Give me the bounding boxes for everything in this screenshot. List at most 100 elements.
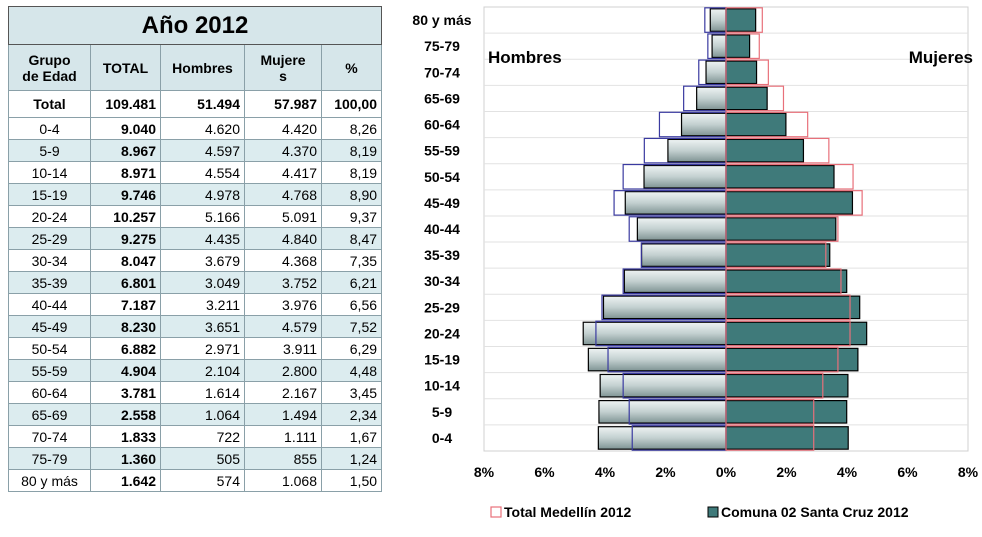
x-tick-label: 2% [655, 464, 676, 480]
cell-pct: 6,29 [320, 337, 383, 360]
total-group: Total [8, 90, 91, 118]
cell-pct: 8,19 [320, 139, 383, 162]
category-label: 15-19 [424, 352, 460, 368]
cell-total: 8.971 [90, 161, 161, 184]
category-label: 40-44 [424, 221, 460, 237]
bar-comuna-mujeres [725, 321, 868, 346]
cell-hombres: 2.971 [160, 337, 245, 360]
total-total: 109.481 [90, 90, 161, 118]
population-pyramid-chart: Hombres Mujeres Total Medellín 2012 Comu… [412, 6, 979, 520]
bar-comuna-mujeres [725, 112, 787, 137]
category-label: 5-9 [432, 404, 452, 420]
table-row: 45-49 8.230 3.651 4.579 7,52 [8, 315, 383, 338]
cell-hombres: 3.211 [160, 293, 245, 316]
cell-pct: 9,37 [320, 205, 383, 228]
bar-comuna-hombres [636, 217, 727, 241]
bar-medellin-mujeres [725, 111, 809, 138]
x-tick-label: 8% [958, 464, 979, 480]
category-label: 35-39 [424, 247, 460, 263]
cell-pct: 7,52 [320, 315, 383, 338]
cell-mujeres: 5.091 [244, 205, 322, 228]
cell-total: 4.904 [90, 359, 161, 382]
bar-medellin-mujeres [725, 372, 824, 399]
header-pct: % [320, 44, 383, 91]
legend-label-medellin: Total Medellín 2012 [504, 504, 632, 520]
header-total: TOTAL [90, 44, 161, 91]
cell-total: 2.558 [90, 403, 161, 426]
table-row: 15-19 9.746 4.978 4.768 8,90 [8, 183, 383, 206]
bar-comuna-hombres [641, 243, 727, 267]
x-tick-label: 6% [534, 464, 555, 480]
cell-group: 55-59 [8, 359, 91, 382]
x-tick-label: 2% [776, 464, 797, 480]
header-grupo: Grupo de Edad [8, 44, 91, 91]
cell-hombres: 574 [160, 469, 245, 492]
cell-group: 20-24 [8, 205, 91, 228]
cell-pct: 1,24 [320, 447, 383, 470]
cell-hombres: 3.679 [160, 249, 245, 272]
bar-medellin-mujeres [725, 216, 839, 242]
cell-pct: 7,35 [320, 249, 383, 272]
total-hombres: 51.494 [160, 90, 245, 118]
bar-medellin-mujeres [725, 163, 854, 190]
cell-pct: 1,67 [320, 425, 383, 448]
table-row: 0-4 9.040 4.620 4.420 8,26 [8, 117, 383, 140]
cell-group: 30-34 [8, 249, 91, 272]
bar-medellin-mujeres [725, 242, 827, 268]
cell-total: 3.781 [90, 381, 161, 404]
bar-comuna-hombres [602, 295, 727, 320]
cell-pct: 6,21 [320, 271, 383, 294]
cell-mujeres: 4.370 [244, 139, 322, 162]
cell-mujeres: 3.911 [244, 337, 322, 360]
cell-mujeres: 855 [244, 447, 322, 470]
table-row: 10-14 8.971 4.554 4.417 8,19 [8, 161, 383, 184]
cell-group: 65-69 [8, 403, 91, 426]
bar-medellin-mujeres [725, 59, 769, 86]
cell-group: 25-29 [8, 227, 91, 250]
bar-comuna-mujeres [725, 191, 854, 215]
cell-group: 35-39 [8, 271, 91, 294]
cell-mujeres: 3.976 [244, 293, 322, 316]
bar-comuna-mujeres [725, 269, 848, 294]
category-label: 30-34 [424, 273, 460, 289]
table-row: 25-29 9.275 4.435 4.840 8,47 [8, 227, 383, 250]
bar-comuna-mujeres [725, 86, 768, 111]
cell-total: 10.257 [90, 205, 161, 228]
cell-pct: 8,90 [320, 183, 383, 206]
bar-comuna-mujeres [725, 8, 757, 32]
bar-medellin-mujeres [725, 190, 863, 216]
cell-total: 1.360 [90, 447, 161, 470]
cell-mujeres: 4.840 [244, 227, 322, 250]
bar-medellin-mujeres [725, 398, 815, 425]
x-tick-label: 0% [716, 464, 737, 480]
label-mujeres: Mujeres [909, 48, 973, 67]
table-row: 80 y más 1.642 574 1.068 1,50 [8, 469, 383, 492]
bar-comuna-mujeres [725, 373, 849, 398]
table-row: 60-64 3.781 1.614 2.167 3,45 [8, 381, 383, 404]
cell-mujeres: 2.167 [244, 381, 322, 404]
cell-total: 1.642 [90, 469, 161, 492]
cell-hombres: 505 [160, 447, 245, 470]
bar-comuna-mujeres [725, 217, 837, 241]
bar-comuna-hombres [709, 8, 727, 32]
cell-hombres: 4.620 [160, 117, 245, 140]
category-label: 0-4 [432, 430, 452, 446]
category-label: 55-59 [424, 143, 460, 159]
cell-pct: 8,47 [320, 227, 383, 250]
cell-group: 70-74 [8, 425, 91, 448]
cell-total: 7.187 [90, 293, 161, 316]
chart-legend: Total Medellín 2012 Comuna 02 Santa Cruz… [490, 504, 909, 520]
bar-comuna-hombres [597, 426, 727, 450]
category-label: 70-74 [424, 64, 460, 80]
bar-comuna-hombres [624, 191, 727, 215]
cell-mujeres: 2.800 [244, 359, 322, 382]
bar-medellin-mujeres [725, 33, 760, 60]
category-label: 60-64 [424, 117, 460, 133]
cell-total: 9.040 [90, 117, 161, 140]
category-label: 45-49 [424, 195, 460, 211]
category-label: 50-54 [424, 169, 460, 185]
cell-mujeres: 4.768 [244, 183, 322, 206]
x-tick-label: 4% [837, 464, 858, 480]
header-hombres: Hombres [160, 44, 245, 91]
cell-total: 6.801 [90, 271, 161, 294]
